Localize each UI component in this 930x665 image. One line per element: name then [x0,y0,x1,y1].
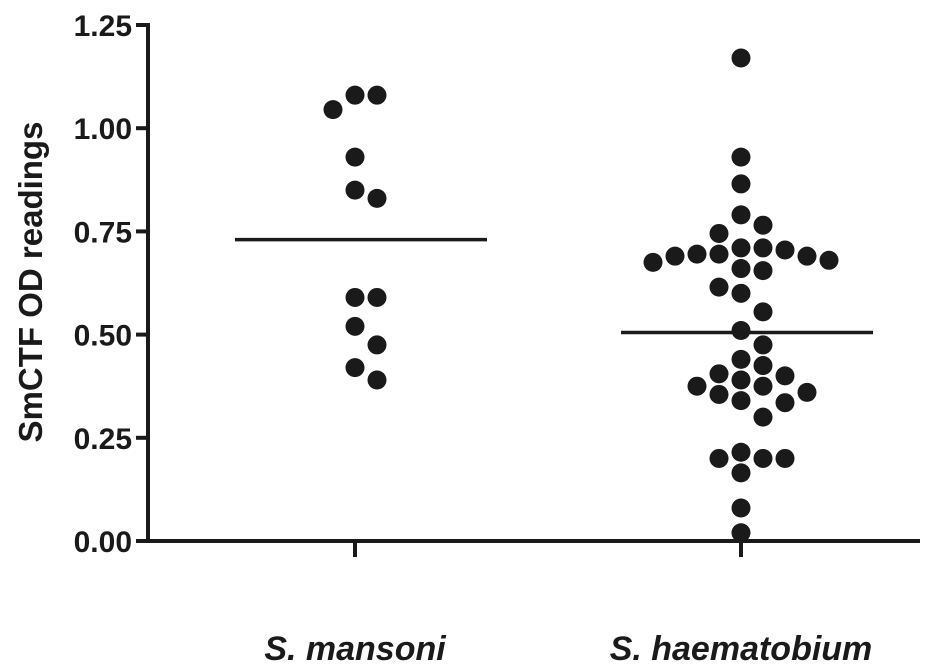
data-point [731,259,751,279]
data-point [753,302,773,322]
x-axis: S. mansoni S. haematobium [146,539,920,665]
x-category-label: S. haematobium [610,630,873,665]
data-point [753,335,773,355]
data-point [775,240,795,260]
data-point [731,370,751,390]
data-point [345,287,365,307]
data-point [731,442,751,462]
data-point [345,316,365,336]
data-point [367,370,387,390]
data-point [367,85,387,105]
y-tick-label: 1.00 [74,113,132,146]
data-point [731,283,751,303]
y-tick-label: 0.50 [74,320,132,353]
data-point [819,250,839,270]
data-point [731,48,751,68]
data-point [709,364,729,384]
data-point [367,335,387,355]
data-point [797,246,817,266]
y-tick-label: 0.00 [74,526,132,559]
data-point [731,147,751,167]
data-point [731,205,751,225]
data-point [345,358,365,378]
y-tick-label: 0.75 [74,216,132,249]
data-point [367,287,387,307]
data-point [709,448,729,468]
data-point [731,463,751,483]
y-tick-label: 0.25 [74,423,132,456]
data-point [643,252,663,272]
data-point [731,174,751,194]
mean-lines [235,237,873,335]
data-point [731,238,751,258]
data-point [753,261,773,281]
data-point [753,448,773,468]
data-point [753,376,773,396]
data-point [775,448,795,468]
data-point [687,376,707,396]
y-axis: 0.00 0.25 0.50 0.75 1.00 1.25 [74,10,150,559]
data-point [687,244,707,264]
data-point [753,356,773,376]
data-point [731,320,751,340]
data-point [709,277,729,297]
data-point [731,498,751,518]
data-point [753,407,773,427]
data-point [709,244,729,264]
data-point [753,215,773,235]
y-tick-label: 1.25 [74,10,132,43]
data-point [665,246,685,266]
x-category-label: S. mansoni [264,630,447,665]
data-point [709,223,729,243]
data-point [753,238,773,258]
data-point [797,382,817,402]
data-point [731,523,751,543]
data-point [775,393,795,413]
data-point [709,384,729,404]
data-point [345,180,365,200]
data-point [323,100,343,120]
data-points [323,48,839,543]
data-point [345,147,365,167]
y-axis-label: SmCTF OD readings [12,122,49,443]
data-point [731,349,751,369]
data-point [731,391,751,411]
data-point [775,366,795,386]
data-point [367,188,387,208]
data-point [345,85,365,105]
